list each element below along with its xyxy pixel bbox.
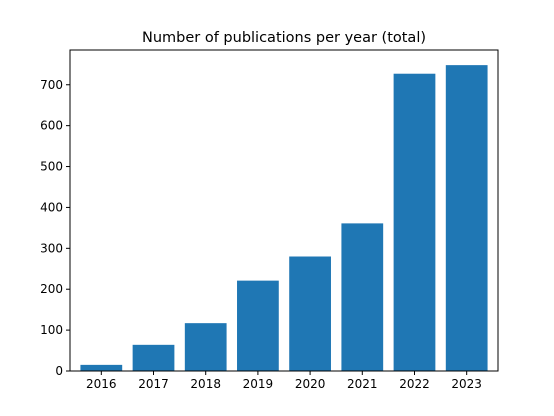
x-tick-label: 2019 bbox=[243, 377, 274, 391]
x-tick-label: 2023 bbox=[451, 377, 482, 391]
y-tick-label: 500 bbox=[40, 160, 63, 174]
chart-title: Number of publications per year (total) bbox=[142, 30, 426, 46]
plot-frame bbox=[69, 49, 499, 372]
bar-2016 bbox=[80, 364, 123, 371]
bar-2017 bbox=[132, 344, 175, 371]
x-tick-label: 2017 bbox=[138, 377, 169, 391]
bar-2022 bbox=[393, 73, 436, 371]
y-tick-label: 200 bbox=[40, 282, 63, 296]
x-tick-label: 2020 bbox=[295, 377, 326, 391]
y-tick-label: 100 bbox=[40, 323, 63, 337]
bar-2020 bbox=[289, 256, 331, 371]
y-tick-label: 300 bbox=[40, 241, 63, 255]
bar-2018 bbox=[184, 323, 227, 371]
bar-2019 bbox=[237, 280, 279, 371]
bar-2023 bbox=[445, 65, 488, 371]
x-tick-label: 2022 bbox=[399, 377, 430, 391]
bars-group bbox=[80, 65, 488, 371]
x-tick-label: 2016 bbox=[86, 377, 117, 391]
bar-2021 bbox=[341, 223, 384, 371]
y-tick-label: 600 bbox=[40, 119, 63, 133]
x-tick-label: 2018 bbox=[190, 377, 221, 391]
x-tick-label: 2021 bbox=[347, 377, 378, 391]
y-tick-label: 400 bbox=[40, 200, 63, 214]
y-tick-label: 700 bbox=[40, 78, 63, 92]
axes-group: 2016 2017 2018 2019 2020 2021 2022 2023 0 100 200 3… bbox=[40, 49, 499, 391]
y-tick-label: 0 bbox=[55, 364, 63, 378]
